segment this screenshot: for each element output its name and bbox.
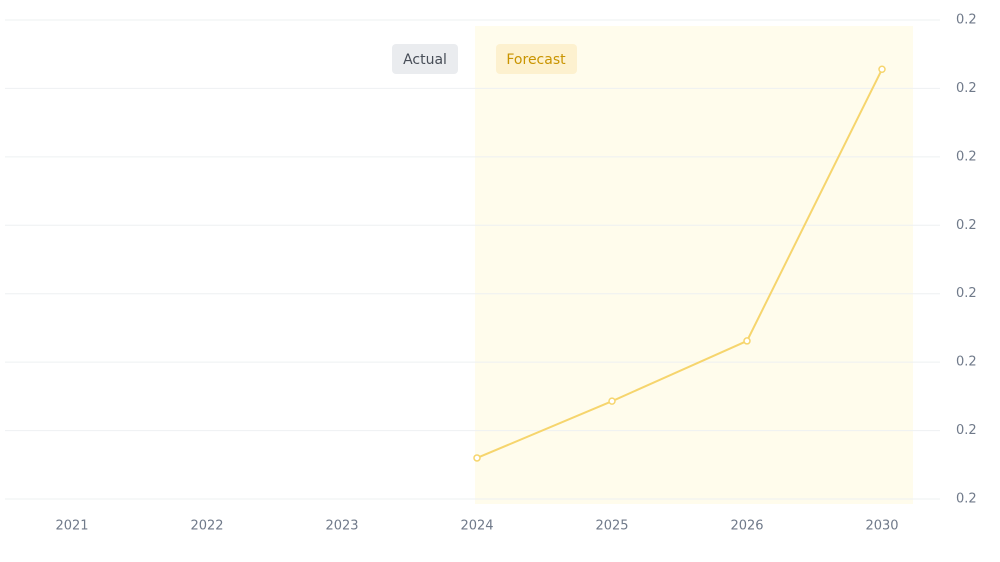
line: [476, 68, 883, 459]
x-tick-label: 2024: [460, 519, 493, 534]
forecast-badge: [496, 44, 577, 74]
x-tick-label: 2022: [190, 519, 223, 534]
y-tick-label: 0.2: [956, 355, 977, 370]
x-tick-label: 2021: [55, 519, 88, 534]
x-tick-label: 2023: [325, 519, 358, 534]
y-tick-label: 0.2: [956, 81, 977, 96]
point: [608, 397, 616, 405]
y-tick-label: 0.2: [956, 218, 977, 233]
y-tick-label: 0.2: [956, 13, 977, 28]
y-tick-label: 0.2: [956, 149, 977, 164]
y-tick-label: 0.2: [956, 286, 977, 301]
y-tick-label: 0.2: [956, 492, 977, 507]
forecast-label: Forecast: [506, 52, 566, 68]
x-tick-label: 2026: [730, 519, 763, 534]
actual-label: Actual: [403, 52, 447, 68]
actual-badge: [392, 44, 458, 74]
point: [743, 337, 751, 345]
point: [473, 454, 481, 462]
x-tick-label: 2025: [595, 519, 628, 534]
x-tick-label: 2030: [865, 519, 898, 534]
point: [878, 65, 886, 74]
forecast-area: [475, 26, 913, 504]
y-tick-label: 0.2: [956, 423, 977, 438]
